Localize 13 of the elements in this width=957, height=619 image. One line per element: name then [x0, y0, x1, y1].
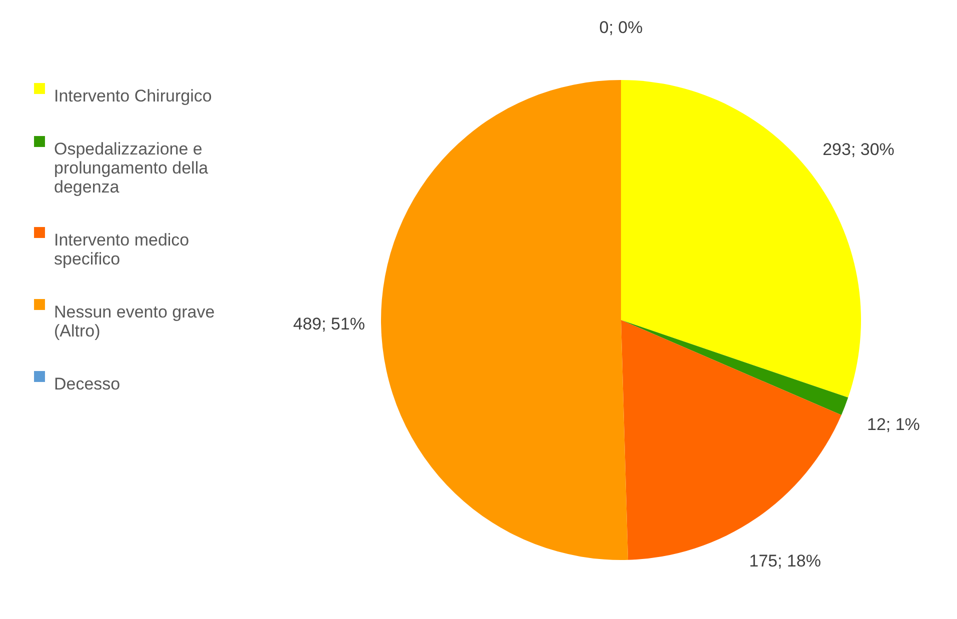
legend-label: Nessun evento grave (Altro) [54, 302, 215, 340]
data-label: 175; 18% [749, 552, 821, 571]
data-label: 489; 51% [293, 314, 365, 334]
legend-label: Ospedalizzazione e prolungamento della degenza [54, 140, 209, 196]
pie-slice [381, 80, 628, 560]
data-label: 293; 30% [822, 140, 894, 160]
text: 0; 0% [599, 18, 643, 37]
legend-label: Decesso [54, 374, 120, 394]
data-label: 12; 1% [866, 415, 920, 434]
pie-slice [621, 320, 848, 415]
legend-label: Intervento Chirurgico [54, 86, 212, 106]
legend-label: Intervento medico specifico [54, 230, 190, 268]
pie-slice [621, 80, 861, 398]
